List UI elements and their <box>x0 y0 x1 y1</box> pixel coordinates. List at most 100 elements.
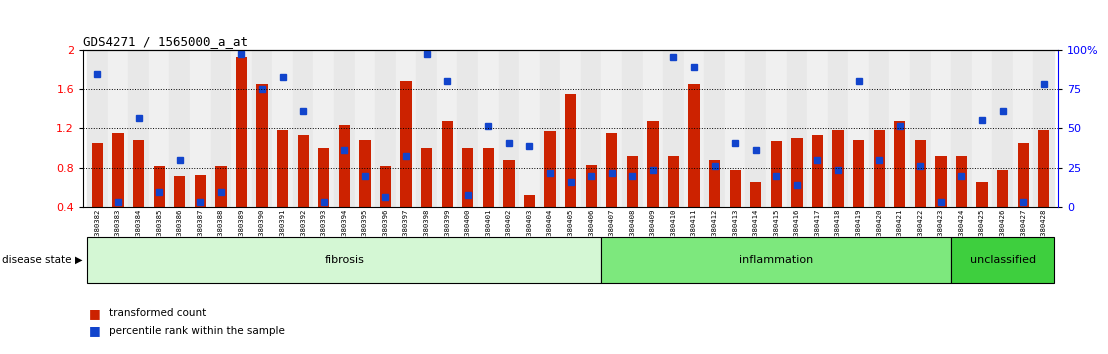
Bar <box>1013 50 1034 207</box>
Bar <box>664 50 684 207</box>
Bar <box>935 156 946 246</box>
Bar <box>951 237 1054 283</box>
Bar <box>791 138 802 246</box>
Bar <box>606 133 617 246</box>
Bar <box>396 50 417 207</box>
Bar <box>705 50 725 207</box>
Bar <box>236 57 247 246</box>
Bar <box>890 50 910 207</box>
Bar <box>112 133 124 246</box>
Text: unclassified: unclassified <box>970 255 1036 265</box>
Bar <box>1017 143 1029 246</box>
Text: transformed count: transformed count <box>109 308 206 318</box>
Bar <box>442 121 453 246</box>
Bar <box>976 182 987 246</box>
Bar <box>334 50 355 207</box>
Text: ■: ■ <box>89 307 101 320</box>
Bar <box>256 84 268 246</box>
Bar <box>647 121 658 246</box>
Bar <box>725 50 746 207</box>
Bar <box>483 148 494 246</box>
Bar <box>376 50 396 207</box>
Bar <box>956 156 967 246</box>
Bar <box>524 195 535 246</box>
Bar <box>298 135 309 246</box>
Text: fibrosis: fibrosis <box>325 255 365 265</box>
Bar <box>458 50 478 207</box>
Bar <box>380 166 391 246</box>
Bar <box>359 140 370 246</box>
Bar <box>211 50 232 207</box>
Bar <box>688 84 699 246</box>
Bar <box>520 50 540 207</box>
Bar <box>915 140 926 246</box>
Bar <box>273 50 293 207</box>
Bar <box>832 130 843 246</box>
Text: disease state: disease state <box>2 255 72 265</box>
Bar <box>853 140 864 246</box>
Text: inflammation: inflammation <box>739 255 813 265</box>
Bar <box>561 50 581 207</box>
Bar <box>602 237 951 283</box>
Bar <box>462 148 473 246</box>
Bar <box>421 148 432 246</box>
Bar <box>540 50 561 207</box>
Bar <box>252 50 273 207</box>
Bar <box>869 50 890 207</box>
Bar <box>293 50 314 207</box>
Bar <box>643 50 664 207</box>
Bar <box>972 50 993 207</box>
Bar <box>787 50 808 207</box>
Bar <box>191 50 211 207</box>
Bar <box>92 143 103 246</box>
Bar <box>684 50 705 207</box>
Bar <box>873 130 885 246</box>
Bar <box>499 50 520 207</box>
Text: percentile rank within the sample: percentile rank within the sample <box>109 326 285 336</box>
Bar <box>951 50 972 207</box>
Bar <box>931 50 951 207</box>
Bar <box>828 50 849 207</box>
Bar <box>627 156 638 246</box>
Bar <box>993 50 1013 207</box>
Bar <box>232 50 252 207</box>
Bar <box>339 125 350 246</box>
Bar <box>1038 130 1049 246</box>
Bar <box>602 50 622 207</box>
Bar <box>88 50 107 207</box>
Bar <box>849 50 869 207</box>
Bar <box>750 182 761 246</box>
Text: ■: ■ <box>89 325 101 337</box>
Bar <box>148 50 170 207</box>
Text: ▶: ▶ <box>75 255 83 265</box>
Bar <box>668 156 679 246</box>
Bar <box>400 81 412 246</box>
Bar <box>910 50 931 207</box>
Bar <box>1034 50 1054 207</box>
Bar <box>318 148 329 246</box>
Bar <box>170 50 191 207</box>
Bar <box>174 176 185 246</box>
Bar <box>133 140 144 246</box>
Bar <box>808 50 828 207</box>
Bar <box>88 237 602 283</box>
Bar <box>417 50 437 207</box>
Bar <box>129 50 148 207</box>
Bar <box>154 166 165 246</box>
Bar <box>622 50 643 207</box>
Bar <box>437 50 458 207</box>
Bar <box>478 50 499 207</box>
Bar <box>544 131 556 246</box>
Bar <box>729 170 741 246</box>
Bar <box>581 50 602 207</box>
Bar <box>771 141 782 246</box>
Bar <box>503 160 514 246</box>
Bar <box>355 50 376 207</box>
Bar <box>314 50 334 207</box>
Bar <box>812 135 823 246</box>
Bar <box>709 160 720 246</box>
Text: GDS4271 / 1565000_a_at: GDS4271 / 1565000_a_at <box>83 35 248 48</box>
Bar <box>894 121 905 246</box>
Bar <box>997 170 1008 246</box>
Bar <box>746 50 766 207</box>
